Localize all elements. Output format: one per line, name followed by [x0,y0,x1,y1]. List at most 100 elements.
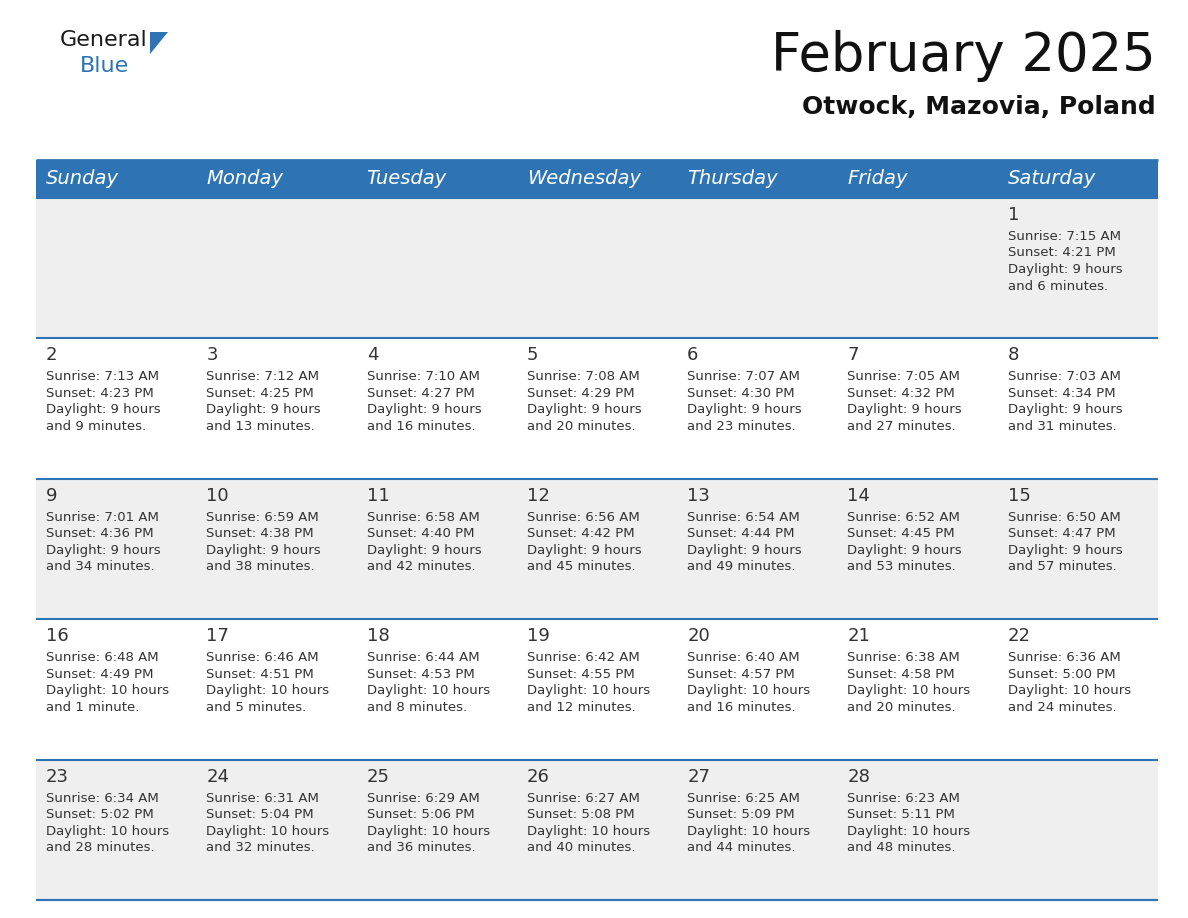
Text: Sunrise: 6:40 AM: Sunrise: 6:40 AM [687,651,800,665]
Text: and 36 minutes.: and 36 minutes. [367,841,475,854]
Text: and 31 minutes.: and 31 minutes. [1007,420,1117,433]
Text: Sunset: 4:32 PM: Sunset: 4:32 PM [847,386,955,400]
Text: Sunset: 4:25 PM: Sunset: 4:25 PM [207,386,314,400]
Text: Sunrise: 6:25 AM: Sunrise: 6:25 AM [687,791,800,804]
Text: Daylight: 9 hours: Daylight: 9 hours [46,403,160,417]
Text: Sunset: 5:06 PM: Sunset: 5:06 PM [367,808,474,821]
Text: Sunrise: 6:46 AM: Sunrise: 6:46 AM [207,651,318,665]
Text: 10: 10 [207,487,229,505]
Text: Monday: Monday [207,170,283,188]
Text: Sunset: 4:27 PM: Sunset: 4:27 PM [367,386,474,400]
Text: Daylight: 10 hours: Daylight: 10 hours [46,824,169,837]
Text: Sunrise: 6:31 AM: Sunrise: 6:31 AM [207,791,320,804]
Text: Sunrise: 6:52 AM: Sunrise: 6:52 AM [847,510,960,524]
Bar [36,759,1158,900]
Text: and 42 minutes.: and 42 minutes. [367,560,475,574]
Text: 18: 18 [367,627,390,645]
Text: Sunrise: 7:01 AM: Sunrise: 7:01 AM [46,510,159,524]
Text: and 32 minutes.: and 32 minutes. [207,841,315,854]
Text: Sunrise: 7:12 AM: Sunrise: 7:12 AM [207,370,320,384]
Text: and 57 minutes.: and 57 minutes. [1007,560,1117,574]
Text: 17: 17 [207,627,229,645]
Text: and 28 minutes.: and 28 minutes. [46,841,154,854]
Text: 13: 13 [687,487,710,505]
Text: Daylight: 10 hours: Daylight: 10 hours [367,824,489,837]
Text: Sunset: 4:49 PM: Sunset: 4:49 PM [46,667,153,681]
Text: and 34 minutes.: and 34 minutes. [46,560,154,574]
Text: Sunset: 4:38 PM: Sunset: 4:38 PM [207,527,314,541]
Text: Blue: Blue [80,56,129,76]
Text: Daylight: 10 hours: Daylight: 10 hours [687,824,810,837]
Text: Sunset: 4:44 PM: Sunset: 4:44 PM [687,527,795,541]
Text: and 49 minutes.: and 49 minutes. [687,560,796,574]
Text: Sunrise: 6:29 AM: Sunrise: 6:29 AM [367,791,479,804]
Text: Sunrise: 7:07 AM: Sunrise: 7:07 AM [687,370,800,384]
Text: and 27 minutes.: and 27 minutes. [847,420,956,433]
Text: and 8 minutes.: and 8 minutes. [367,700,467,713]
Text: and 40 minutes.: and 40 minutes. [526,841,636,854]
Text: Wednesday: Wednesday [526,170,640,188]
Text: and 48 minutes.: and 48 minutes. [847,841,956,854]
Text: Daylight: 9 hours: Daylight: 9 hours [526,543,642,557]
Text: Daylight: 9 hours: Daylight: 9 hours [1007,403,1123,417]
Text: Sunrise: 6:38 AM: Sunrise: 6:38 AM [847,651,960,665]
Text: 16: 16 [46,627,69,645]
Text: and 44 minutes.: and 44 minutes. [687,841,796,854]
Text: Daylight: 10 hours: Daylight: 10 hours [1007,684,1131,697]
Text: 1: 1 [1007,206,1019,224]
Text: 4: 4 [367,346,378,364]
Text: 6: 6 [687,346,699,364]
Text: 8: 8 [1007,346,1019,364]
Text: 27: 27 [687,767,710,786]
Text: 26: 26 [526,767,550,786]
Text: 24: 24 [207,767,229,786]
Text: Sunrise: 6:23 AM: Sunrise: 6:23 AM [847,791,960,804]
Text: and 20 minutes.: and 20 minutes. [526,420,636,433]
Text: Sunrise: 7:08 AM: Sunrise: 7:08 AM [526,370,639,384]
Bar [36,479,1158,620]
Bar [36,339,1158,479]
Text: Daylight: 9 hours: Daylight: 9 hours [847,543,962,557]
Text: 7: 7 [847,346,859,364]
Text: 5: 5 [526,346,538,364]
Text: Daylight: 9 hours: Daylight: 9 hours [526,403,642,417]
Text: and 45 minutes.: and 45 minutes. [526,560,636,574]
Text: and 1 minute.: and 1 minute. [46,700,139,713]
Text: Sunrise: 7:13 AM: Sunrise: 7:13 AM [46,370,159,384]
Text: Sunrise: 7:03 AM: Sunrise: 7:03 AM [1007,370,1120,384]
Text: and 38 minutes.: and 38 minutes. [207,560,315,574]
Text: February 2025: February 2025 [771,30,1156,82]
Text: 21: 21 [847,627,871,645]
Text: 22: 22 [1007,627,1031,645]
Text: Sunset: 4:21 PM: Sunset: 4:21 PM [1007,247,1116,260]
Text: Daylight: 9 hours: Daylight: 9 hours [367,543,481,557]
Text: Sunrise: 6:27 AM: Sunrise: 6:27 AM [526,791,639,804]
Text: Sunrise: 6:34 AM: Sunrise: 6:34 AM [46,791,159,804]
Text: and 9 minutes.: and 9 minutes. [46,420,146,433]
Bar [36,620,1158,759]
Text: 12: 12 [526,487,550,505]
Bar [36,198,1158,339]
Text: 20: 20 [687,627,710,645]
Text: Sunset: 4:42 PM: Sunset: 4:42 PM [526,527,634,541]
Text: Thursday: Thursday [687,170,778,188]
Text: Sunrise: 6:48 AM: Sunrise: 6:48 AM [46,651,159,665]
Text: Daylight: 9 hours: Daylight: 9 hours [207,403,321,417]
Text: Sunset: 4:45 PM: Sunset: 4:45 PM [847,527,955,541]
Text: Sunset: 4:36 PM: Sunset: 4:36 PM [46,527,153,541]
Text: 3: 3 [207,346,217,364]
Text: and 23 minutes.: and 23 minutes. [687,420,796,433]
Bar [36,160,1158,198]
Text: Tuesday: Tuesday [367,170,447,188]
Text: and 16 minutes.: and 16 minutes. [367,420,475,433]
Text: Sunrise: 6:54 AM: Sunrise: 6:54 AM [687,510,800,524]
Text: Sunrise: 6:58 AM: Sunrise: 6:58 AM [367,510,479,524]
Text: Daylight: 9 hours: Daylight: 9 hours [687,403,802,417]
Text: Sunset: 5:08 PM: Sunset: 5:08 PM [526,808,634,821]
Text: Sunset: 5:09 PM: Sunset: 5:09 PM [687,808,795,821]
Text: Sunrise: 6:44 AM: Sunrise: 6:44 AM [367,651,479,665]
Text: and 20 minutes.: and 20 minutes. [847,700,956,713]
Text: Sunset: 4:51 PM: Sunset: 4:51 PM [207,667,314,681]
Text: Sunset: 5:02 PM: Sunset: 5:02 PM [46,808,153,821]
Text: Friday: Friday [847,170,908,188]
